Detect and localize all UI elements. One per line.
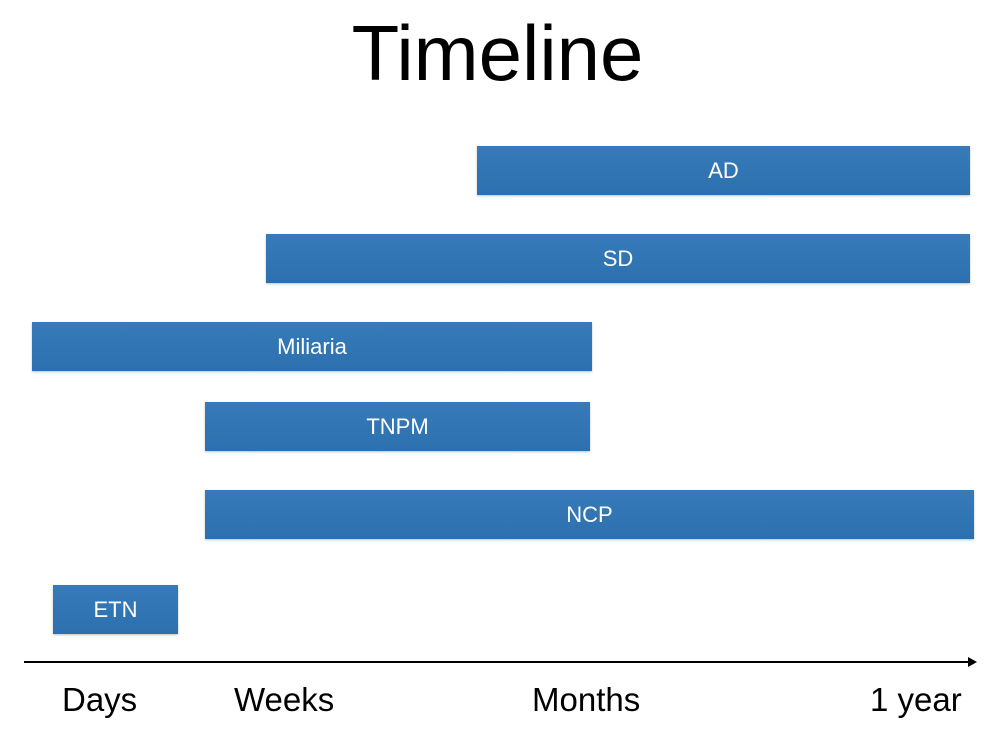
page-title: Timeline (351, 9, 644, 97)
axis-label-weeks: Weeks (234, 681, 335, 718)
axis-arrow-icon (968, 657, 977, 667)
timeline-bar-ncp: NCP (205, 490, 974, 539)
timeline-bar-tnpm: TNPM (205, 402, 590, 451)
axis-label-days: Days (62, 681, 138, 718)
axis-label-months: Months (532, 681, 641, 718)
timeline-bar-etn: ETN (53, 585, 178, 634)
timeline-axis (24, 661, 970, 663)
timeline-bar-miliaria: Miliaria (32, 322, 592, 371)
timeline-bar-ad: AD (477, 146, 970, 195)
timeline-bar-sd: SD (266, 234, 970, 283)
axis-label-1-year: 1 year (870, 681, 962, 718)
